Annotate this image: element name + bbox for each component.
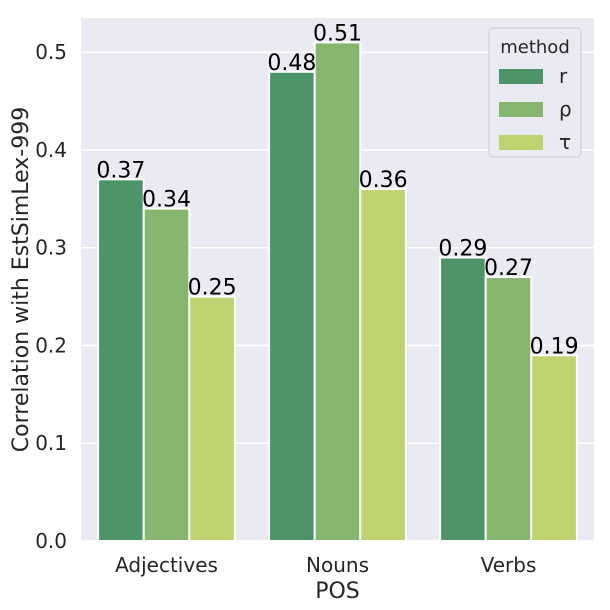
- bar: [484, 276, 533, 542]
- bar-value-label: 0.19: [530, 334, 579, 359]
- legend-items: rρτ: [499, 64, 572, 154]
- data-labels: 0.37 0.34 0.25 0.48 0.51 0.36 0.290.27 0.19: [96, 21, 578, 359]
- y-tick-label: 0.5: [35, 40, 67, 64]
- bar-value-label: 0.34: [142, 188, 191, 213]
- x-axis-ticks: Adjectives Nouns Verbs: [115, 553, 536, 577]
- legend-swatch: [499, 135, 543, 150]
- x-axis-title: POS: [315, 579, 360, 604]
- bar: [188, 295, 236, 542]
- x-tick-label: Nouns: [306, 553, 369, 577]
- y-tick-label: 0.4: [35, 138, 67, 162]
- y-tick-label: 0.0: [35, 529, 67, 553]
- bar-value-label: 0.37: [96, 158, 145, 183]
- bar: [142, 207, 191, 543]
- bar: [359, 188, 407, 542]
- y-tick-label: 0.2: [35, 333, 67, 357]
- bar-value-label: 0.36: [359, 168, 408, 193]
- y-tick-label: 0.1: [35, 431, 67, 455]
- bar-value-label: 0.48: [267, 51, 316, 76]
- bar-value-label: 0.51: [313, 21, 362, 46]
- bar: [268, 70, 316, 542]
- legend-box: [488, 27, 582, 158]
- bar: [313, 41, 362, 543]
- legend-title: method: [500, 37, 570, 58]
- bar: [530, 354, 578, 542]
- legend-label: r: [559, 64, 568, 88]
- x-tick-label: Verbs: [481, 553, 537, 577]
- bars: [97, 41, 578, 543]
- legend-swatch: [499, 102, 543, 117]
- bar-value-label: 0.27: [484, 256, 533, 281]
- bar: [439, 256, 487, 542]
- legend: method rρτ: [488, 27, 582, 158]
- bar-value-label: 0.29: [438, 237, 487, 262]
- legend-swatch: [499, 69, 543, 84]
- y-axis-ticks: 0.0 0.1 0.2 0.3 0.4 0.5: [35, 40, 67, 553]
- y-tick-label: 0.3: [35, 236, 67, 260]
- legend-label: τ: [559, 130, 571, 154]
- legend-label: ρ: [559, 97, 572, 121]
- bar: [97, 178, 145, 542]
- y-axis-title: Correlation with EstSimLex-999: [9, 107, 34, 452]
- x-tick-label: Adjectives: [115, 553, 218, 577]
- bar-value-label: 0.25: [188, 276, 237, 301]
